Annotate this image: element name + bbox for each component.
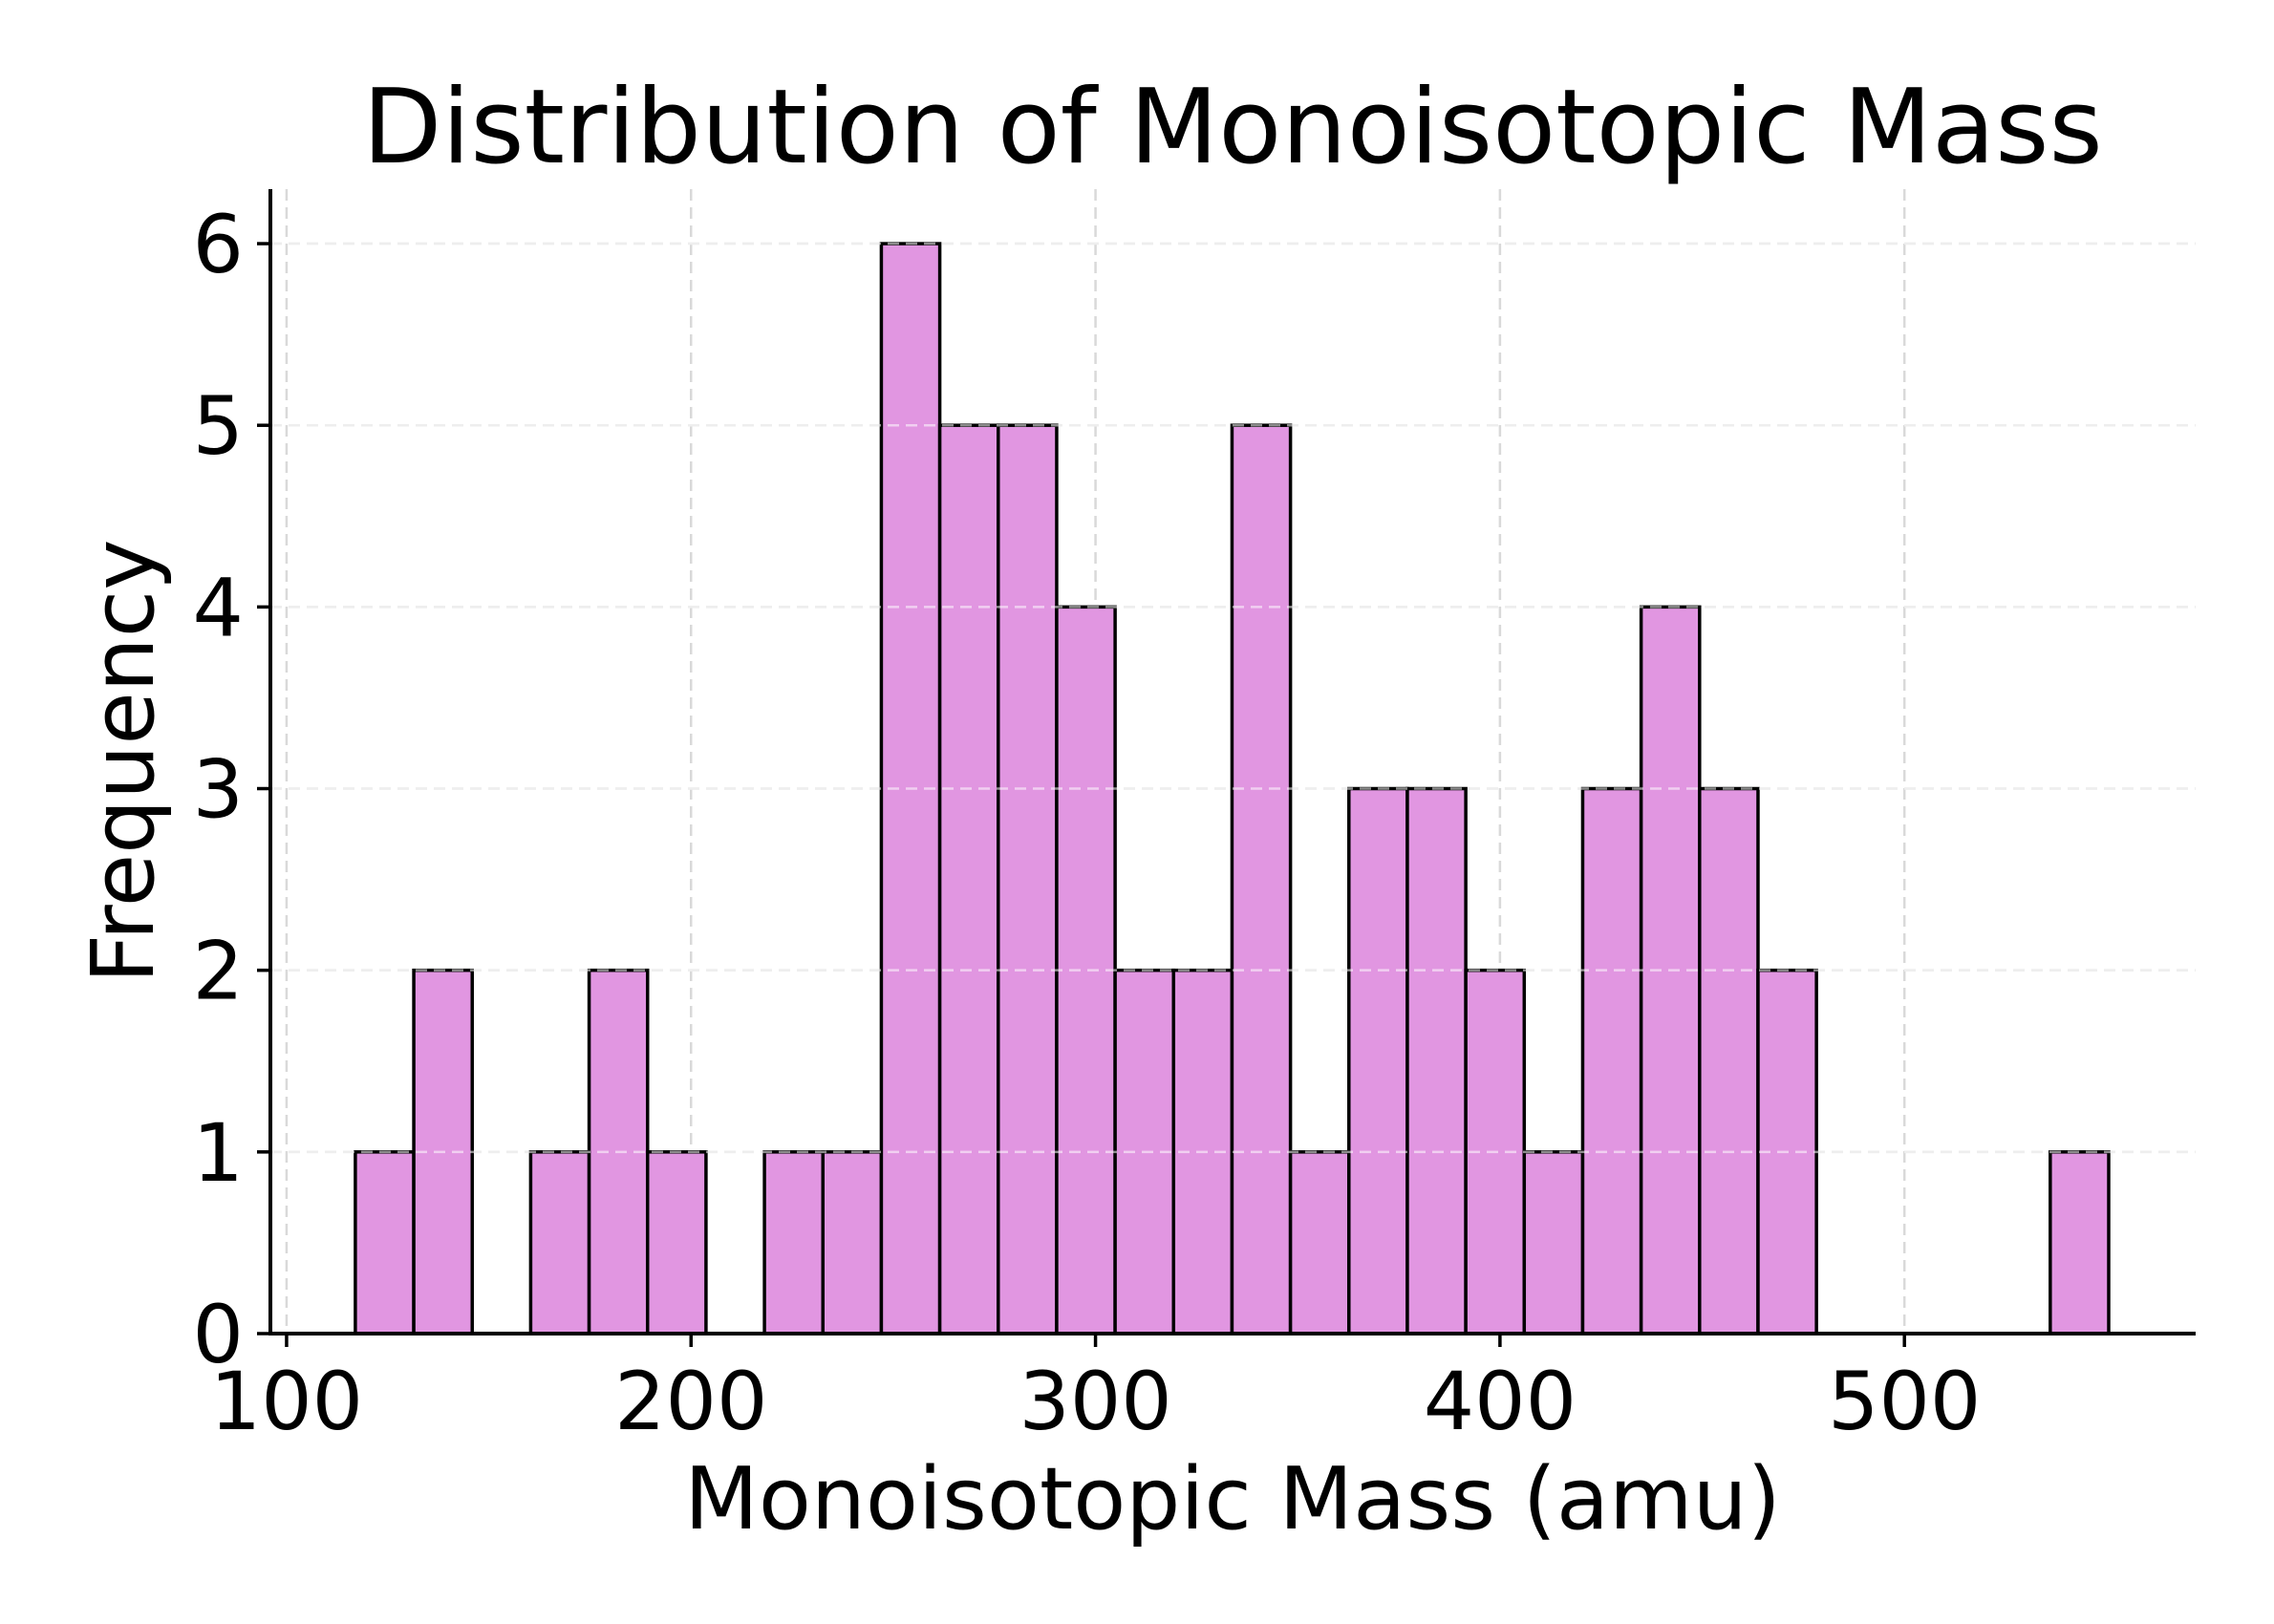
y-tick-label: 2 (193, 925, 244, 1018)
axes (268, 189, 2196, 1336)
x-tick-label: 500 (1828, 1355, 1981, 1448)
histogram-bar (1288, 1150, 1351, 1336)
x-tick-label: 400 (1424, 1355, 1577, 1448)
histogram-bar (997, 423, 1059, 1336)
y-tick-label: 5 (193, 379, 244, 473)
histogram-bar (1405, 786, 1468, 1336)
histogram-bar (645, 1150, 708, 1336)
y-tick-label: 3 (193, 743, 244, 837)
histogram-bar (2049, 1150, 2111, 1336)
histogram-bar (821, 1150, 884, 1336)
histogram-bar (1698, 786, 1760, 1336)
histogram-bar (1230, 423, 1293, 1336)
y-tick-label: 6 (193, 198, 244, 291)
histogram-bar (762, 1150, 826, 1336)
histogram-bar (354, 1150, 416, 1336)
y-axis-title: Frequency (74, 540, 174, 984)
x-tick-label: 200 (614, 1355, 767, 1448)
y-tick-label: 1 (193, 1106, 244, 1200)
histogram-bar (528, 1150, 591, 1336)
histogram-bar (1347, 786, 1409, 1336)
histogram-bars (270, 242, 2196, 1336)
histogram-bar (937, 423, 1000, 1336)
axis-ticks: 100 200 300 400 500 0 1 2 3 4 5 6 (193, 198, 1982, 1448)
x-tick-label: 100 (210, 1355, 363, 1448)
histogram-bar (1522, 1150, 1585, 1336)
histogram-bar (1580, 786, 1643, 1336)
chart-title: Distribution of Monoisotopic Mass (362, 68, 2103, 187)
x-tick-label: 300 (1019, 1355, 1171, 1448)
x-axis-title: Monoisotopic Mass (amu) (684, 1449, 1781, 1549)
y-tick-label: 0 (193, 1288, 244, 1381)
y-tick-label: 4 (193, 561, 244, 654)
